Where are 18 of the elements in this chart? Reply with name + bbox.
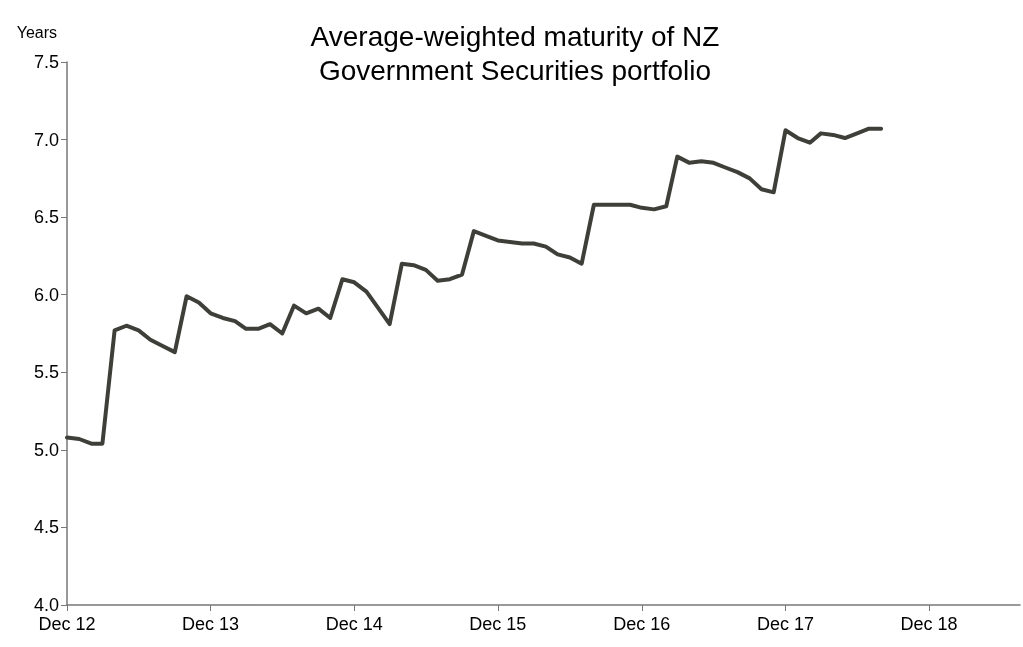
y-axis-title: Years [16, 23, 57, 41]
y-tick-label: 4.5 [33, 517, 59, 538]
x-tick-label: Dec 12 [38, 614, 96, 634]
y-tick-label: 7.0 [33, 129, 59, 150]
y-tick-label: 5.0 [33, 439, 59, 460]
x-tick-label: Dec 13 [182, 614, 240, 634]
x-tick-label: Dec 14 [325, 614, 383, 634]
y-tick-label: 7.5 [33, 52, 59, 72]
x-tick-label: Dec 17 [756, 614, 815, 634]
y-tick-label: 5.5 [33, 362, 59, 383]
x-tick-label: Dec 15 [469, 614, 527, 634]
y-tick-label: 6.5 [33, 207, 59, 228]
y-tick-label: 4.0 [33, 595, 59, 615]
x-tick-label: Dec 16 [613, 614, 671, 634]
line-series [65, 126, 884, 446]
y-tick-label: 6.0 [33, 284, 59, 305]
chart-title: Average-weighted maturity of NZ Government Securities portfolio [310, 20, 720, 86]
x-tick-label: Dec 18 [900, 614, 958, 634]
